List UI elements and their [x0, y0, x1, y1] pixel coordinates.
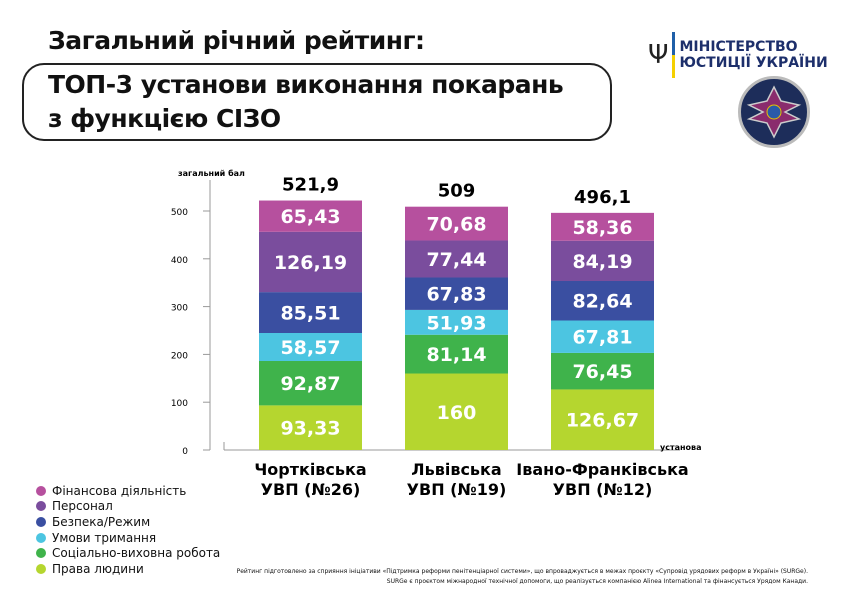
- subtitle-line2: з функцією СІЗО: [48, 104, 281, 133]
- bar-segment: [551, 352, 654, 390]
- category-label: Чортківська: [254, 460, 366, 479]
- legend-label: Безпека/Режим: [52, 514, 151, 529]
- legend-item: Фінансова діяльність: [36, 483, 220, 499]
- data-label: 126,67: [566, 410, 639, 432]
- legend-swatch: [36, 548, 46, 559]
- total-label: 521,9: [282, 175, 339, 196]
- y-tick-label: 400: [171, 256, 188, 266]
- bar-segment: [259, 292, 362, 333]
- subtitle: ТОП-3 установи виконання покарань з функц…: [48, 68, 564, 136]
- data-label: 65,43: [280, 206, 340, 228]
- bar-segment: [551, 389, 654, 450]
- category-label: УВП (№26): [261, 480, 361, 499]
- ministry-logo: Ψ МІНІСТЕРСТВО ЮСТИЦІЇ УКРАЇНИ: [648, 32, 828, 78]
- penitentiary-emblem-icon: [738, 76, 810, 148]
- logo-line2: ЮСТИЦІЇ УКРАЇНИ: [679, 55, 828, 71]
- bar-segment: [551, 240, 654, 281]
- legend-swatch: [36, 563, 46, 574]
- bar-segment: [551, 280, 654, 321]
- legend-label: Умови тримання: [52, 530, 157, 545]
- flag-stripe: [672, 32, 676, 78]
- data-label: 93,33: [280, 418, 340, 440]
- data-label: 76,45: [572, 361, 632, 383]
- title-line1: Загальний річний рейтинг:: [48, 26, 425, 55]
- bar-segment: [259, 360, 362, 406]
- bar-segment: [259, 332, 362, 361]
- legend-label: Права людини: [52, 561, 144, 576]
- legend-item: Права людини: [36, 561, 220, 577]
- legend-swatch: [36, 485, 46, 496]
- legend: Фінансова діяльність Персонал Безпека/Режи…: [36, 483, 220, 577]
- data-label: 82,64: [572, 291, 632, 313]
- data-label: 84,19: [572, 251, 632, 273]
- data-label: 77,44: [426, 249, 486, 271]
- subtitle-box: [22, 63, 612, 141]
- data-label: 85,51: [280, 303, 340, 325]
- total-label: 496,1: [574, 187, 631, 208]
- category-label: УВП (№19): [407, 480, 507, 499]
- y-axis-label: загальний бал: [178, 168, 245, 178]
- logo-line1: МІНІСТЕРСТВО: [679, 39, 798, 55]
- bar-segment: [259, 231, 362, 293]
- data-label: 67,83: [426, 284, 486, 306]
- legend-swatch: [36, 532, 46, 543]
- y-tick-label: 300: [171, 304, 188, 314]
- trident-icon: Ψ: [648, 40, 669, 70]
- data-label: 126,19: [274, 252, 347, 274]
- data-label: 81,14: [426, 344, 486, 366]
- category-label: Івано-Франківська: [516, 460, 688, 479]
- footnote: Рейтинг підготовлено за сприяння ініціат…: [237, 567, 808, 587]
- bar-segment: [551, 320, 654, 353]
- legend-item: Умови тримання: [36, 530, 220, 546]
- bar-segment: [551, 212, 654, 241]
- legend-swatch: [36, 516, 46, 527]
- data-label: 51,93: [426, 312, 486, 334]
- category-label: УВП (№12): [553, 480, 653, 499]
- y-tick-label: 0: [182, 447, 188, 457]
- legend-label: Персонал: [52, 499, 113, 514]
- y-tick-label: 500: [171, 208, 188, 218]
- bar-segment: [405, 334, 508, 374]
- bar-segment: [405, 309, 508, 335]
- legend-item: Персонал: [36, 499, 220, 515]
- legend-label: Соціально-виховна робота: [52, 546, 221, 561]
- bar-segment: [259, 200, 362, 232]
- data-label: 92,87: [280, 373, 340, 395]
- data-label: 160: [437, 402, 477, 424]
- x-axis-label: установа: [660, 443, 701, 452]
- bar-segment: [405, 206, 508, 241]
- legend-item: Соціально-виховна робота: [36, 545, 220, 561]
- y-tick-label: 200: [171, 351, 188, 361]
- data-label: 67,81: [572, 327, 632, 349]
- data-label: 58,36: [572, 217, 632, 239]
- bar-segment: [405, 373, 508, 450]
- data-label: 58,57: [280, 337, 340, 359]
- bar-segment: [259, 405, 362, 450]
- legend-item: Безпека/Режим: [36, 514, 220, 530]
- footnote-line2: SURGe є проєктом міжнародної технічної д…: [386, 578, 808, 585]
- category-label: Львівська: [411, 460, 501, 479]
- legend-label: Фінансова діяльність: [52, 483, 187, 498]
- bar-segment: [405, 240, 508, 278]
- data-label: 70,68: [426, 214, 486, 236]
- subtitle-line1: ТОП-3 установи виконання покарань: [48, 70, 564, 99]
- y-tick-label: 100: [171, 399, 188, 409]
- bar-segment: [405, 277, 508, 310]
- footnote-line1: Рейтинг підготовлено за сприяння ініціат…: [236, 568, 808, 575]
- total-label: 509: [438, 181, 476, 202]
- legend-swatch: [36, 501, 46, 512]
